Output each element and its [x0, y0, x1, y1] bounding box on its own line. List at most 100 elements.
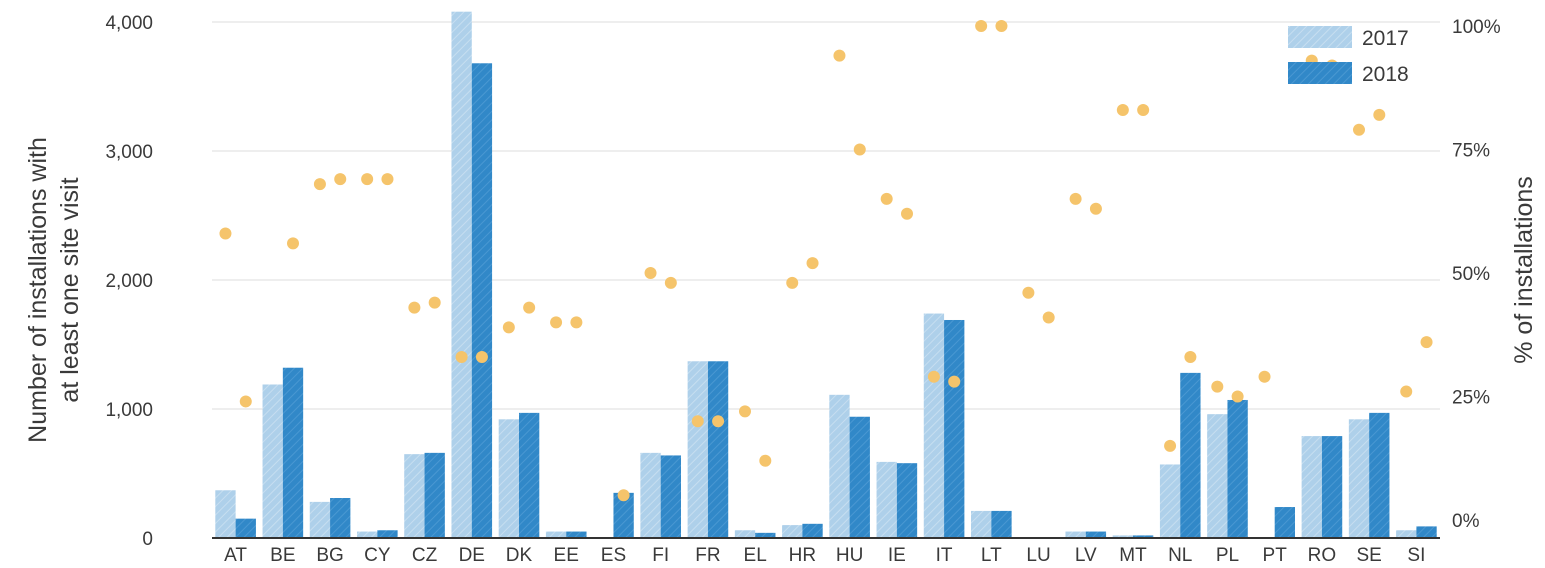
bar-2017-SE — [1348, 419, 1370, 538]
x-tick-label: EE — [554, 545, 579, 566]
bar-2018-IE — [896, 463, 918, 538]
pct-dot-2018-ES — [617, 489, 630, 502]
pct-dot-2017-LU — [1022, 286, 1035, 299]
pct-dot-2018-HR — [806, 257, 819, 270]
bar-2018-LT — [991, 510, 1012, 538]
bar-2018-LV — [1085, 531, 1107, 538]
pct-dot-2017-HU — [833, 49, 846, 62]
bar-2017-BG — [309, 501, 331, 538]
pct-dot-2018-BG — [334, 173, 347, 186]
pct-dot-2017-SE — [1352, 123, 1365, 136]
bar-2017-HU — [829, 394, 850, 538]
y-right-tick-label: 100% — [1452, 17, 1501, 38]
bar-2017-HR — [782, 525, 803, 538]
pct-dot-2017-EE — [550, 316, 563, 329]
y-right-tick-label: 50% — [1452, 264, 1490, 285]
x-tick-label: NL — [1168, 545, 1192, 566]
pct-dot-2018-NL — [1184, 350, 1197, 363]
y-left-tick-label: 2,000 — [105, 271, 153, 292]
pct-dot-2018-BE — [287, 237, 300, 250]
gridlines — [212, 21, 1440, 410]
x-tick-label: BG — [316, 545, 343, 566]
pct-dot-2017-EL — [738, 405, 751, 418]
axis-titles: Number of installations with at least one… — [24, 137, 1538, 443]
bar-2018-CZ — [424, 452, 445, 538]
bar-2018-FI — [660, 455, 682, 538]
bar-2018-MT — [1133, 535, 1154, 538]
x-tick-label: ES — [601, 545, 626, 566]
bar-2017-SI — [1396, 530, 1417, 538]
bar-2017-FR — [687, 361, 708, 538]
pct-dot-2018-EE — [570, 316, 583, 329]
axes: 0 1,000 2,000 3,000 4,000 0% 25% 50% 75% 100% AT BE… — [105, 13, 1500, 566]
bar-2018-ES — [613, 492, 634, 538]
bar-2017-DE — [451, 11, 472, 539]
pct-dot-2017-BG — [313, 178, 326, 191]
x-tick-label: LU — [1026, 545, 1050, 566]
legend-label-2017: 2017 — [1362, 27, 1409, 50]
x-tick-label: HU — [836, 545, 863, 566]
x-tick-label: DE — [459, 545, 485, 566]
bar-2018-NL — [1180, 372, 1201, 538]
bar-2017-NL — [1159, 464, 1181, 538]
y-left-axis-title: Number of installations with at least one… — [24, 137, 84, 443]
bar-2017-LT — [970, 510, 992, 538]
pct-dot-2017-LT — [975, 20, 988, 32]
pct-dot-2018-FI — [664, 276, 677, 289]
pct-dot-2017-PL — [1211, 380, 1224, 393]
x-tick-label: HR — [789, 545, 816, 566]
pct-dot-2017-FR — [691, 415, 704, 428]
percentage-dots — [219, 20, 1433, 502]
bar-2018-DK — [519, 412, 540, 538]
bar-2017-CZ — [404, 454, 425, 538]
x-tick-label: PT — [1263, 545, 1288, 566]
bar-2018-CY — [377, 530, 398, 538]
bar-2017-RO — [1301, 436, 1322, 538]
pct-dot-2017-DK — [502, 321, 515, 334]
x-tick-label: DK — [506, 545, 533, 566]
bar-2017-AT — [215, 490, 236, 538]
pct-dot-2018-PL — [1231, 390, 1244, 403]
y-left-axis-title-line: Number of installations with — [24, 137, 52, 443]
bar-2018-EL — [755, 532, 776, 538]
pct-dot-2018-HU — [853, 143, 866, 156]
bar-2017-LV — [1065, 531, 1086, 538]
x-tick-label: SI — [1407, 545, 1425, 566]
pct-dot-2018-LV — [1089, 202, 1102, 215]
bar-2018-PL — [1227, 399, 1248, 538]
x-tick-label: IE — [888, 545, 906, 566]
pct-dot-2017-LV — [1069, 192, 1082, 205]
bar-2017-IT — [923, 313, 945, 538]
y-right-axis-title: % of installations — [1510, 176, 1538, 364]
y-left-tick-label: 0 — [142, 529, 153, 550]
pct-dot-2017-CZ — [408, 301, 421, 314]
pct-dot-2017-MT — [1116, 103, 1129, 116]
pct-dot-2018-AT — [239, 395, 252, 408]
pct-dot-2017-HR — [786, 276, 799, 289]
pct-dot-2017-IT — [927, 370, 940, 383]
bar-2018-SE — [1369, 412, 1390, 538]
pct-dot-2017-DE — [455, 350, 468, 363]
bar-2018-DE — [471, 63, 493, 538]
bar-2018-FR — [707, 361, 729, 538]
pct-dot-2017-AT — [219, 227, 232, 240]
bar-2018-BG — [330, 498, 351, 538]
pct-dot-2017-CY — [361, 173, 374, 186]
pct-dot-2017-FI — [644, 267, 657, 279]
x-tick-label: FR — [695, 545, 720, 566]
bar-2017-EL — [734, 530, 756, 538]
x-tick-label: RO — [1308, 545, 1337, 566]
bar-2018-PT — [1274, 507, 1296, 538]
x-tick-label: CY — [364, 545, 391, 566]
bar-2017-IE — [876, 461, 897, 538]
bar-2017-DK — [498, 419, 519, 538]
bar-2017-CY — [356, 531, 378, 538]
pct-dot-2018-IT — [948, 375, 961, 388]
x-tick-label: BE — [270, 545, 295, 566]
bar-2018-HU — [849, 416, 870, 538]
bar-2018-BE — [282, 367, 304, 538]
bar-2018-RO — [1321, 436, 1343, 538]
x-tick-label: AT — [224, 545, 247, 566]
bar-2017-BE — [262, 384, 283, 538]
